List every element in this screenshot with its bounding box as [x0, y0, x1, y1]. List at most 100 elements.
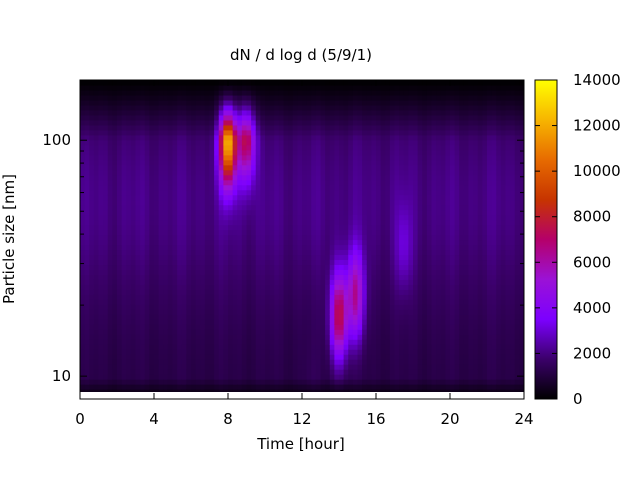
- heatmap-cell: [117, 254, 123, 261]
- heatmap-cell: [167, 234, 174, 241]
- heatmap-cell: [431, 144, 437, 151]
- heatmap-cell: [283, 319, 289, 325]
- heatmap-cell: [334, 174, 340, 181]
- heatmap-cell: [144, 159, 150, 166]
- heatmap-cell: [232, 289, 238, 295]
- heatmap-cell: [311, 339, 317, 345]
- heatmap-cell: [339, 209, 345, 216]
- heatmap-cell: [274, 234, 280, 241]
- heatmap-cell: [325, 139, 331, 146]
- heatmap-cell: [172, 279, 178, 285]
- heatmap-cell: [348, 124, 354, 131]
- heatmap-cell: [195, 319, 201, 325]
- heatmap-cell: [191, 104, 197, 111]
- heatmap-cell: [167, 114, 174, 121]
- heatmap-cell: [403, 184, 409, 191]
- heatmap-cell: [403, 179, 409, 186]
- heatmap-cell: [380, 184, 386, 191]
- heatmap-cell: [302, 344, 308, 350]
- heatmap-cell: [130, 99, 137, 106]
- heatmap-cell: [84, 254, 90, 261]
- heatmap-cell: [376, 139, 382, 146]
- heatmap-cell: [107, 339, 113, 345]
- heatmap-cell: [325, 389, 331, 395]
- heatmap-cell: [177, 134, 183, 141]
- heatmap-cell: [107, 124, 113, 131]
- heatmap-cell: [228, 119, 234, 126]
- heatmap-cell: [408, 384, 414, 390]
- heatmap-cell: [357, 259, 363, 266]
- heatmap-cell: [204, 194, 211, 201]
- heatmap-cell: [103, 219, 109, 226]
- heatmap-cell: [117, 239, 123, 246]
- heatmap-cell: [84, 299, 90, 305]
- heatmap-cell: [422, 314, 428, 320]
- heatmap-cell: [376, 80, 382, 86]
- heatmap-cell: [413, 104, 419, 111]
- heatmap-cell: [255, 194, 261, 201]
- heatmap-cell: [283, 269, 289, 275]
- heatmap-cell: [343, 154, 349, 161]
- heatmap-cell: [431, 149, 437, 156]
- heatmap-cell: [278, 269, 285, 275]
- heatmap-cell: [297, 179, 303, 186]
- heatmap-cell: [93, 224, 100, 231]
- heatmap-cell: [352, 159, 359, 166]
- heatmap-cell: [334, 369, 340, 375]
- heatmap-cell: [403, 264, 409, 270]
- heatmap-cell: [320, 139, 326, 146]
- heatmap-cell: [177, 244, 183, 251]
- heatmap-cell: [366, 219, 372, 226]
- heatmap-cell: [144, 214, 150, 221]
- heatmap-cell: [186, 244, 192, 251]
- heatmap-cell: [135, 144, 141, 151]
- heatmap-cell: [334, 324, 340, 330]
- heatmap-cell: [223, 244, 229, 251]
- heatmap-cell: [121, 329, 127, 335]
- heatmap-cell: [311, 264, 317, 270]
- heatmap-cell: [112, 249, 118, 256]
- heatmap-cell: [329, 319, 335, 325]
- heatmap-cell: [218, 374, 224, 380]
- heatmap-cell: [232, 334, 238, 340]
- heatmap-cell: [426, 129, 433, 136]
- heatmap-cell: [320, 334, 326, 340]
- heatmap-cell: [223, 109, 229, 116]
- heatmap-cell: [167, 89, 174, 96]
- heatmap-cell: [158, 354, 164, 360]
- heatmap-cell: [394, 269, 400, 275]
- heatmap-cell: [269, 294, 275, 300]
- heatmap-cell: [399, 169, 405, 176]
- heatmap-cell: [112, 224, 118, 231]
- heatmap-cell: [283, 154, 289, 161]
- heatmap-cell: [417, 339, 423, 345]
- heatmap-cell: [149, 99, 155, 106]
- heatmap-cell: [167, 249, 174, 256]
- heatmap-cell: [431, 154, 437, 161]
- heatmap-cell: [408, 349, 414, 355]
- heatmap-cell: [154, 154, 160, 161]
- heatmap-cell: [218, 214, 224, 221]
- heatmap-cell: [413, 199, 419, 206]
- heatmap-cell: [394, 349, 400, 355]
- heatmap-cell: [112, 339, 118, 345]
- heatmap-cell: [269, 304, 275, 310]
- heatmap-cell: [325, 209, 331, 216]
- heatmap-cell: [167, 264, 174, 270]
- heatmap-cell: [200, 164, 206, 171]
- heatmap-cell: [200, 284, 206, 290]
- heatmap-cell: [288, 334, 294, 340]
- heatmap-cell: [320, 194, 326, 201]
- heatmap-cell: [84, 314, 90, 320]
- heatmap-cell: [413, 344, 419, 350]
- heatmap-cell: [408, 139, 414, 146]
- heatmap-cell: [334, 264, 340, 270]
- heatmap-cell: [311, 134, 317, 141]
- heatmap-cell: [154, 169, 160, 176]
- heatmap-cell: [403, 209, 409, 216]
- heatmap-cell: [209, 304, 215, 310]
- heatmap-cell: [223, 349, 229, 355]
- heatmap-cell: [385, 239, 391, 246]
- heatmap-cell: [89, 379, 95, 385]
- heatmap-cell: [325, 314, 331, 320]
